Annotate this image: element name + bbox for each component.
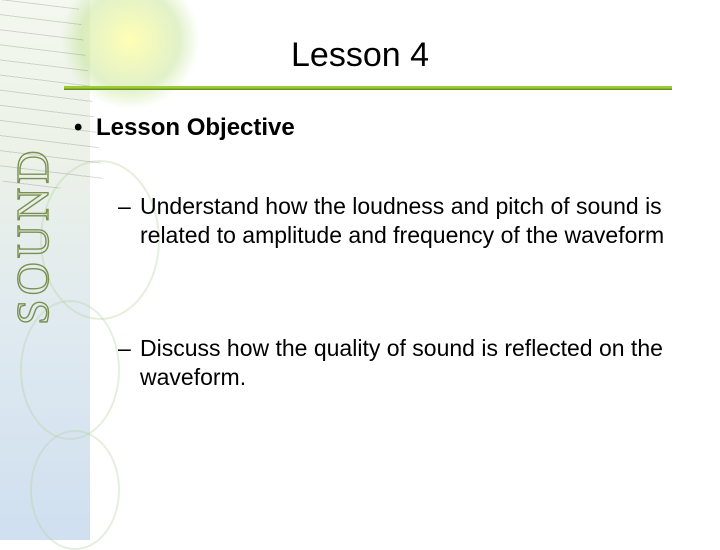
slide-content: Lesson 4 Lesson Objective Understand how… bbox=[0, 0, 720, 540]
bullet-lesson-objective: Lesson Objective bbox=[96, 114, 676, 142]
slide-title: Lesson 4 bbox=[0, 36, 720, 75]
title-underline bbox=[64, 86, 672, 90]
sub-bullet-1: Understand how the loudness and pitch of… bbox=[140, 192, 670, 250]
sub-bullet-2: Discuss how the quality of sound is refl… bbox=[140, 334, 670, 392]
